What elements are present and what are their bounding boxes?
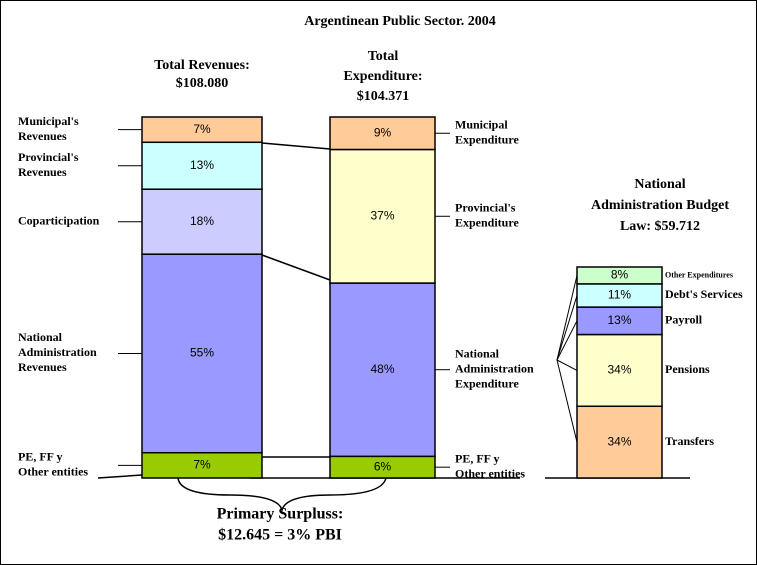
category-label: Revenues (18, 360, 67, 374)
category-label: Payroll (665, 313, 703, 327)
value-label: 6% (374, 459, 392, 473)
category-label: Debt's Services (665, 287, 743, 301)
value-label: 8% (611, 268, 629, 282)
category-label: National (18, 330, 63, 344)
segment (576, 405, 663, 479)
column-title: Total Revenues: (154, 58, 250, 73)
category-label: Expenditure (455, 376, 519, 390)
connector (261, 142, 331, 150)
segment (141, 451, 263, 479)
connector (261, 254, 331, 281)
value-label: 11% (608, 288, 631, 302)
category-label: Municipal (455, 117, 508, 131)
value-label: 48% (370, 362, 394, 376)
category-label: Provincial's (18, 150, 79, 164)
value-label: 9% (374, 125, 392, 139)
value-label: 55% (190, 346, 214, 360)
column-title: Administration Budget (591, 198, 729, 213)
category-label: Administration (455, 361, 534, 375)
value-label: 13% (607, 313, 631, 327)
category-label: Expenditure (455, 216, 519, 230)
annotation: $12.645 = 3% PBI (218, 527, 342, 544)
chart-title: Argentinean Public Sector. 2004 (304, 14, 496, 29)
column-title: $104.371 (357, 89, 410, 104)
category-label: Coparticipation (18, 213, 100, 227)
segment (141, 188, 263, 255)
value-label: 7% (193, 458, 211, 472)
category-label: Municipal's (18, 114, 79, 128)
leader-line (556, 320, 578, 361)
value-label: 13% (190, 158, 214, 172)
value-label: 34% (607, 363, 631, 377)
column-title: Total (368, 49, 399, 64)
baseline (97, 474, 143, 479)
category-label: Transfers (665, 434, 714, 448)
leader-line (556, 359, 578, 371)
category-label: Expenditure (455, 132, 519, 146)
category-label: Pensions (665, 362, 710, 376)
segment (329, 148, 436, 284)
leader-line (556, 359, 578, 443)
leader-line (556, 275, 578, 361)
segment (141, 116, 263, 144)
column-title: Expenditure: (343, 69, 422, 84)
brace (177, 477, 387, 513)
column-title: Law: $59.712 (620, 219, 700, 234)
category-label: Other entities (455, 466, 525, 480)
category-label: PE, FF y (18, 450, 63, 464)
value-label: 18% (190, 214, 214, 228)
category-label: Other Expenditures (665, 270, 733, 279)
category-label: Other entities (18, 465, 88, 479)
segment (329, 282, 436, 458)
category-label: Revenues (18, 165, 67, 179)
segment (141, 253, 263, 454)
column-title: $108.080 (176, 76, 229, 91)
category-label: PE, FF y (455, 451, 500, 465)
value-label: 34% (607, 434, 631, 448)
value-label: 37% (370, 208, 394, 222)
column-title: National (634, 177, 685, 192)
category-label: Revenues (18, 129, 67, 143)
annotation: Primary Surpluss: (217, 506, 344, 523)
segment (576, 333, 663, 408)
value-label: 7% (193, 122, 211, 136)
category-label: National (455, 346, 500, 360)
category-label: Provincial's (455, 201, 516, 215)
category-label: Administration (18, 345, 97, 359)
leader-line (556, 295, 578, 361)
